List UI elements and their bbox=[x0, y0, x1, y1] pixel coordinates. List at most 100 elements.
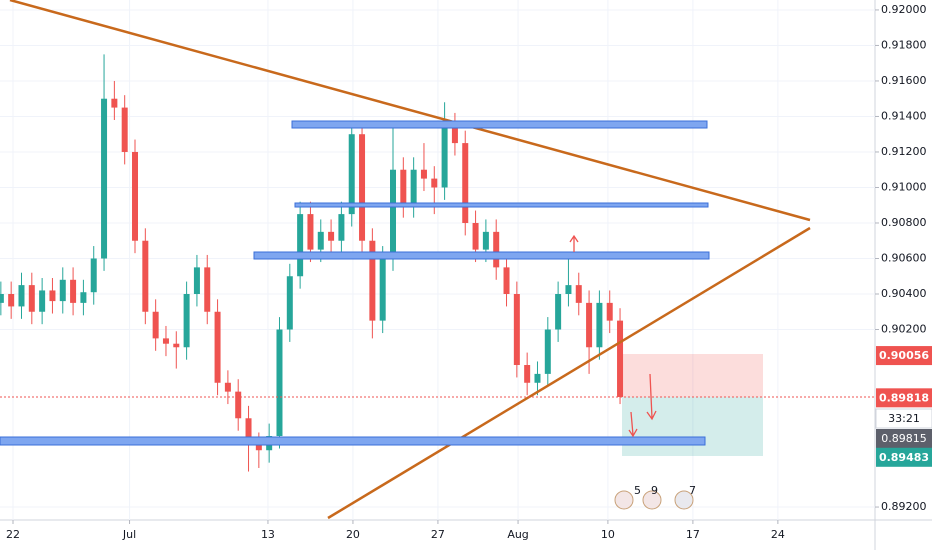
arrow bbox=[569, 234, 579, 252]
y-tick-label: 0.91800 bbox=[881, 38, 927, 51]
x-tick-label: 13 bbox=[261, 528, 275, 541]
x-tick-label: 22 bbox=[6, 528, 20, 541]
price-badge-text: 0.90056 bbox=[879, 349, 929, 362]
trend-line bbox=[327, 226, 811, 520]
candle-body bbox=[214, 311, 221, 383]
event-count: 9 bbox=[651, 484, 658, 497]
candle-body bbox=[297, 214, 304, 277]
x-tick-label: Aug bbox=[507, 528, 528, 541]
candle-body bbox=[317, 231, 324, 250]
x-tick-label: 24 bbox=[771, 528, 785, 541]
candle-body bbox=[359, 134, 366, 241]
candle-body bbox=[369, 240, 376, 321]
candle-body bbox=[451, 125, 458, 144]
stop-zone bbox=[622, 354, 763, 397]
event-icon[interactable] bbox=[674, 490, 694, 510]
event-icon[interactable] bbox=[642, 490, 662, 510]
candle-body bbox=[70, 279, 77, 303]
candle-body bbox=[0, 293, 4, 303]
candle-body bbox=[328, 231, 335, 241]
candle-body bbox=[245, 418, 252, 445]
candle-body bbox=[441, 125, 448, 188]
candle-body bbox=[544, 329, 551, 374]
candle-body bbox=[276, 329, 283, 437]
candle-body bbox=[431, 178, 438, 188]
y-tick-label: 0.90400 bbox=[881, 287, 927, 300]
candle-body bbox=[596, 302, 603, 348]
y-tick-label: 0.89200 bbox=[881, 500, 927, 513]
y-tick-label: 0.91400 bbox=[881, 109, 927, 122]
y-tick-label: 0.91200 bbox=[881, 145, 927, 158]
candle-body bbox=[39, 290, 46, 312]
zone bbox=[253, 251, 710, 260]
candle-body bbox=[400, 169, 407, 206]
candle-body bbox=[586, 302, 593, 348]
candle-body bbox=[235, 391, 242, 419]
candle-body bbox=[462, 143, 469, 223]
candle-body bbox=[18, 285, 25, 307]
candle-body bbox=[224, 382, 231, 392]
price-badge bbox=[876, 346, 932, 366]
candle-body bbox=[534, 373, 541, 383]
x-tick-label: 27 bbox=[431, 528, 445, 541]
candle-body bbox=[420, 169, 427, 179]
candle-body bbox=[101, 98, 108, 259]
candle-body bbox=[90, 258, 97, 293]
candle-body bbox=[348, 134, 355, 215]
candle-body bbox=[183, 293, 190, 348]
candle-body bbox=[59, 279, 66, 302]
candle-body bbox=[493, 231, 500, 268]
candle-body bbox=[80, 292, 87, 303]
price-badge-text: 0.89818 bbox=[879, 391, 929, 404]
candle-body bbox=[193, 267, 200, 294]
drawings bbox=[0, 0, 875, 520]
zone bbox=[0, 436, 706, 446]
event-count: 5 bbox=[634, 484, 641, 497]
last-badge bbox=[876, 429, 932, 448]
y-tick-label: 0.90800 bbox=[881, 216, 927, 229]
candle-body bbox=[142, 240, 149, 312]
arrow bbox=[646, 373, 657, 421]
candle-body bbox=[132, 151, 139, 241]
arrow bbox=[628, 411, 638, 438]
candle-body bbox=[162, 338, 169, 344]
events: 5 9 7 bbox=[614, 484, 696, 510]
candle-body bbox=[49, 290, 56, 302]
last-badge-text: 0.89815 bbox=[881, 432, 927, 445]
x-tick-label: 10 bbox=[601, 528, 615, 541]
candle-body bbox=[390, 169, 397, 259]
y-tick-label: 0.91600 bbox=[881, 74, 927, 87]
target-zone bbox=[622, 397, 763, 456]
candle-body bbox=[8, 293, 15, 307]
candle-body bbox=[111, 98, 118, 108]
candle-body bbox=[617, 320, 624, 397]
y-tick-label: 0.90600 bbox=[881, 251, 927, 264]
candle-body bbox=[606, 302, 613, 321]
y-tick-label: 0.92000 bbox=[881, 3, 927, 16]
candle-body bbox=[482, 231, 489, 250]
zone bbox=[291, 120, 708, 129]
candle-body bbox=[503, 267, 510, 294]
candle-body bbox=[152, 311, 159, 339]
countdown: 33:21 bbox=[888, 412, 920, 425]
candle-body bbox=[28, 285, 35, 312]
event-count: 7 bbox=[689, 484, 696, 497]
candle-body bbox=[575, 285, 582, 303]
event-icon[interactable] bbox=[614, 490, 634, 510]
price-badge bbox=[876, 388, 932, 408]
candle-body bbox=[410, 169, 417, 206]
x-tick-label: 17 bbox=[686, 528, 700, 541]
candle-body bbox=[555, 293, 562, 330]
candle-body bbox=[204, 267, 211, 312]
x-tick-label: Jul bbox=[122, 528, 136, 541]
candle-body bbox=[513, 293, 520, 366]
candle-body bbox=[286, 276, 293, 330]
zone bbox=[294, 202, 709, 208]
candle-body bbox=[173, 343, 180, 348]
trend-line bbox=[9, 0, 811, 222]
candle-body bbox=[307, 214, 314, 250]
y-tick-label: 0.91000 bbox=[881, 180, 927, 193]
price-badge-text: 0.89483 bbox=[879, 451, 929, 464]
candle-body bbox=[338, 214, 345, 241]
